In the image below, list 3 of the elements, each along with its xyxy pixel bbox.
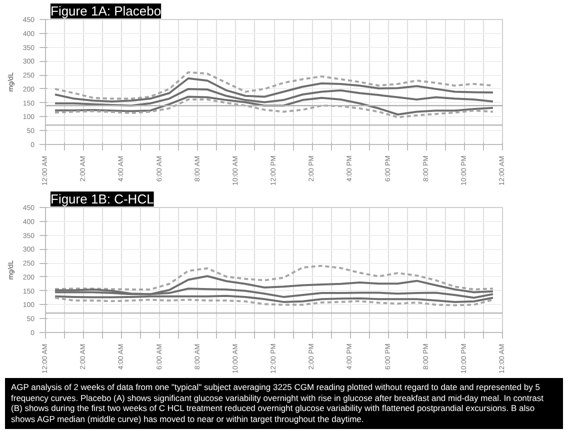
chart-title: Figure 1A: Placebo bbox=[50, 4, 162, 18]
text: AGP analysis of 2 weeks of data from one "typical" subject averaging 3225 CGM reading plotted without regard to date and represented by 5 frequency curves. Placebo (A) shows significant glucose variability overnight with rise in glucose after breakfast and mid-day meal. In contrast (B) shows during the first two weeks of C HCL treatment reduced overnight glucose variability with flattened postprandial excursions. B also shows AGP median (middle curve) has moved to near or within target throughout the daytime. bbox=[11, 382, 544, 424]
chart-title: Figure 1B: C-HCL bbox=[50, 192, 154, 206]
